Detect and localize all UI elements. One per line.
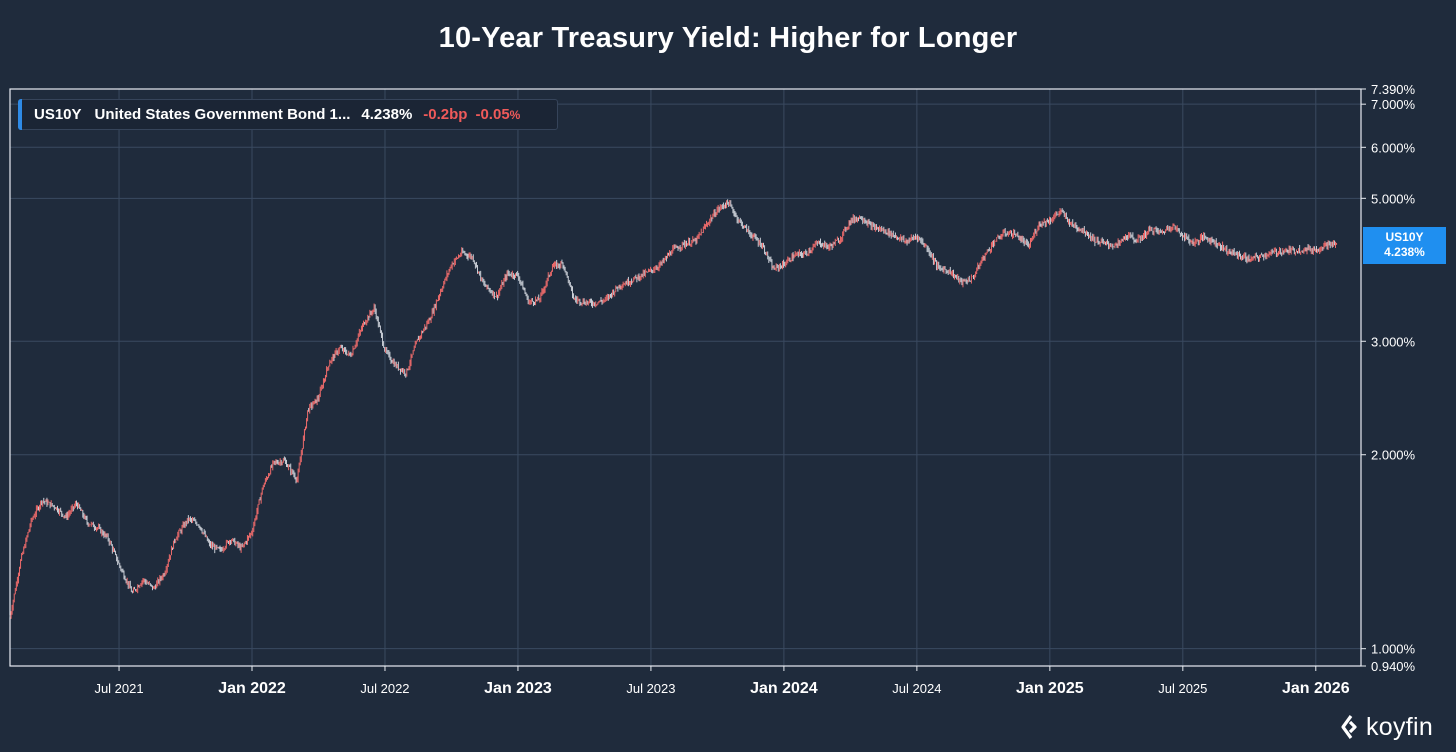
legend-change-bp: -0.2bp: [423, 106, 468, 123]
y-tick-label: 1.000%: [1371, 642, 1416, 657]
y-tick-label: 5.000%: [1371, 191, 1416, 206]
y-tick-label: 3.000%: [1371, 334, 1416, 349]
plot-border: [9, 88, 1362, 667]
y-tick-label: 7.000%: [1371, 97, 1416, 112]
legend-last-value: 4.238%: [361, 106, 413, 123]
x-tick-label: Jan 2026: [1282, 680, 1350, 697]
x-tick-label: Jul 2024: [892, 681, 941, 696]
legend-change-pct-unit: %: [509, 108, 521, 122]
y-tick-label: 2.000%: [1371, 448, 1416, 463]
chart-title: 10-Year Treasury Yield: Higher for Longe…: [438, 22, 1018, 54]
grid-lines: [10, 89, 1361, 666]
x-tick-label: Jul 2025: [1158, 681, 1207, 696]
series-legend[interactable]: US10Y United States Government Bond 1...…: [18, 99, 558, 130]
legend-series-name: United States Government Bond 1...: [94, 106, 351, 123]
x-tick-label: Jul 2022: [360, 681, 409, 696]
price-tag-symbol: US10Y: [1385, 230, 1424, 244]
y-tick-label: 0.940%: [1371, 659, 1416, 674]
x-tick-label: Jul 2021: [94, 681, 143, 696]
x-tick-label: Jan 2023: [484, 680, 552, 697]
y-axis: 7.390%7.000% 6.000% 5.000% 3.000% 2.000% 1.00…: [1361, 82, 1416, 674]
x-tick-label: Jan 2022: [218, 680, 286, 697]
legend-symbol: US10Y: [34, 106, 82, 123]
legend-color-marker: [18, 99, 22, 130]
price-tag-value: 4.238%: [1384, 245, 1425, 259]
y-tick-label: 7.390%: [1371, 82, 1416, 97]
legend-change-pct-number: -0.05: [475, 106, 510, 123]
koyfin-logo-text: koyfin: [1366, 712, 1434, 741]
legend-change-pct: -0.05%: [475, 106, 520, 123]
x-tick-label: Jan 2024: [750, 680, 818, 697]
x-axis: Jul 2021 Jan 2022 Jul 2022 Jan 2023 Jul 2023…: [94, 666, 1350, 697]
candles-layer: [9, 199, 1338, 619]
x-tick-label: Jul 2023: [626, 681, 675, 696]
last-price-tag: US10Y 4.238%: [1363, 227, 1446, 264]
y-tick-label: 6.000%: [1371, 140, 1416, 155]
koyfin-logo: koyfin: [1340, 709, 1433, 745]
koyfin-logo-icon: [1341, 715, 1357, 739]
x-tick-label: Jan 2025: [1016, 680, 1084, 697]
